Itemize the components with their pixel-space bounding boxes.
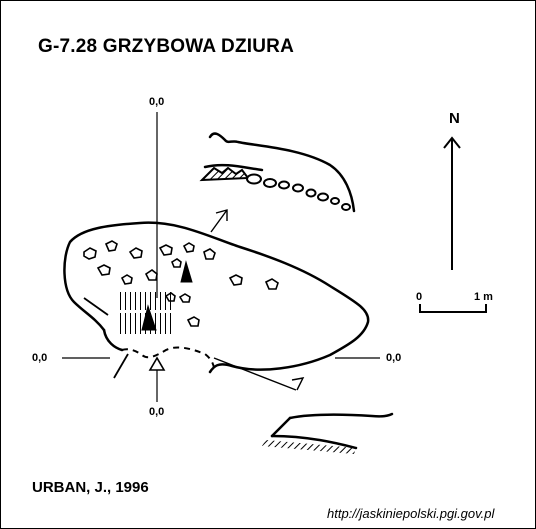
section-lines — [62, 112, 380, 402]
scale-bar — [419, 304, 487, 313]
scale-start-label: 0 — [416, 291, 423, 303]
map-title: G-7.28 GRZYBOWA DZIURA — [38, 36, 294, 57]
lower-ledge — [270, 412, 394, 450]
author-credit: URBAN, J., 1996 — [32, 479, 149, 496]
upper-overhang — [203, 132, 356, 213]
boulders — [83, 240, 279, 327]
lower-ledge-hatch — [262, 440, 356, 454]
section-label-bottom: 0,0 — [149, 406, 165, 418]
scale-end-label: 1 m — [474, 291, 493, 303]
upper-rubble — [199, 166, 351, 211]
north-arrow — [443, 136, 461, 270]
lower-pointer — [213, 357, 305, 391]
cave-side-lines — [83, 297, 129, 379]
cave-dripline — [121, 346, 215, 369]
cave-outline — [63, 221, 370, 374]
north-label: N — [449, 110, 460, 127]
section-label-top: 0,0 — [149, 96, 165, 108]
upper-pointer — [210, 209, 228, 233]
section-label-left: 0,0 — [32, 352, 48, 364]
slope-markers — [141, 260, 193, 331]
datum-point-icon — [148, 356, 166, 371]
section-label-right: 0,0 — [386, 352, 402, 364]
source-link[interactable]: http://jaskiniepolski.pgi.gov.pl — [327, 506, 495, 521]
